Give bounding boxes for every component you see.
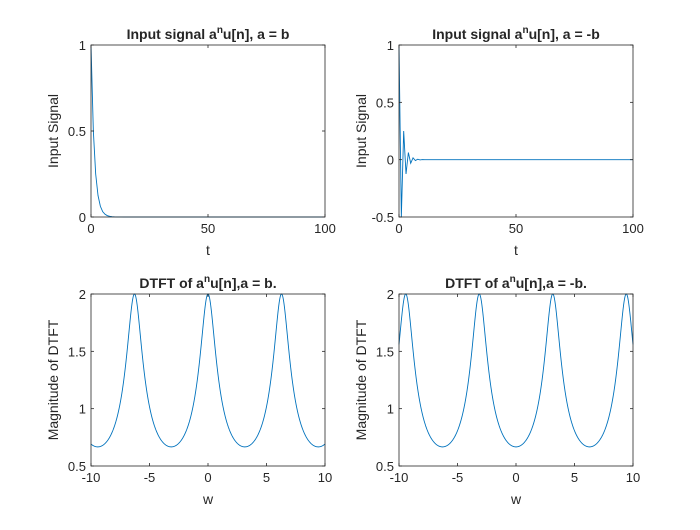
- x-tick-label: 0: [512, 470, 519, 485]
- y-tick-label: 1.5: [376, 344, 394, 359]
- plot-area: [399, 45, 633, 217]
- y-tick-label: -0.5: [372, 210, 394, 225]
- series-line: [398, 293, 634, 448]
- y-axis-label: Input Signal: [353, 94, 369, 168]
- x-axis-label: w: [202, 491, 214, 507]
- chart-title: DTFT of anu[n],a = -b.: [445, 274, 587, 291]
- plot-area: [91, 294, 325, 466]
- y-tick-label: 2: [79, 287, 86, 302]
- y-tick-label: 1: [79, 402, 86, 417]
- subplot-1: 0 50 100 0 0.5 1 t Input Signal Input signal anu…: [45, 25, 336, 258]
- x-tick-label: 50: [509, 221, 523, 236]
- x-tick-label: 5: [263, 470, 270, 485]
- plot-area: [399, 294, 633, 466]
- y-tick-label: 1.5: [68, 344, 86, 359]
- y-tick-label: 0.5: [376, 95, 394, 110]
- y-tick-label: 1: [79, 38, 86, 53]
- subplot-3: -10 -5 0 5 10 0.5 1 1.5 2 w Magnitude of DTFT DTFT …: [45, 274, 332, 507]
- chart-title: Input signal anu[n], a = b: [127, 25, 290, 42]
- x-tick-label: -10: [390, 470, 409, 485]
- x-tick-label: 50: [201, 221, 215, 236]
- y-tick-label: 1: [387, 38, 394, 53]
- x-axis-label: t: [514, 242, 518, 258]
- series-line: [398, 44, 633, 218]
- x-axis-label: t: [206, 242, 210, 258]
- x-tick-label: 5: [571, 470, 578, 485]
- y-axis-label: Magnitude of DTFT: [353, 319, 369, 440]
- x-tick-label: 100: [314, 221, 336, 236]
- y-tick-label: 2: [387, 287, 394, 302]
- x-tick-label: -5: [144, 470, 156, 485]
- subplot-4: -10 -5 0 5 10 0.5 1 1.5 2 w Magnitude of DTFT DTFT …: [353, 274, 640, 507]
- y-axis-label: Input Signal: [45, 94, 61, 168]
- x-tick-label: -5: [452, 470, 464, 485]
- x-axis-label: w: [510, 491, 522, 507]
- x-tick-label: 100: [622, 221, 644, 236]
- x-tick-label: 0: [395, 221, 402, 236]
- y-tick-label: 0: [79, 210, 86, 225]
- y-tick-label: 0.5: [376, 459, 394, 474]
- y-tick-label: 0: [387, 153, 394, 168]
- chart-title: Input signal anu[n], a = -b: [432, 25, 600, 42]
- chart-title: DTFT of anu[n],a = b.: [139, 274, 276, 291]
- y-tick-label: 0.5: [68, 124, 86, 139]
- y-tick-label: 1: [387, 402, 394, 417]
- plot-area: [91, 45, 325, 217]
- x-tick-label: 0: [87, 221, 94, 236]
- x-tick-label: -10: [82, 470, 101, 485]
- y-axis-label: Magnitude of DTFT: [45, 319, 61, 440]
- x-tick-label: 10: [626, 470, 640, 485]
- x-tick-label: 10: [318, 470, 332, 485]
- x-tick-label: 0: [204, 470, 211, 485]
- y-tick-label: 0.5: [68, 459, 86, 474]
